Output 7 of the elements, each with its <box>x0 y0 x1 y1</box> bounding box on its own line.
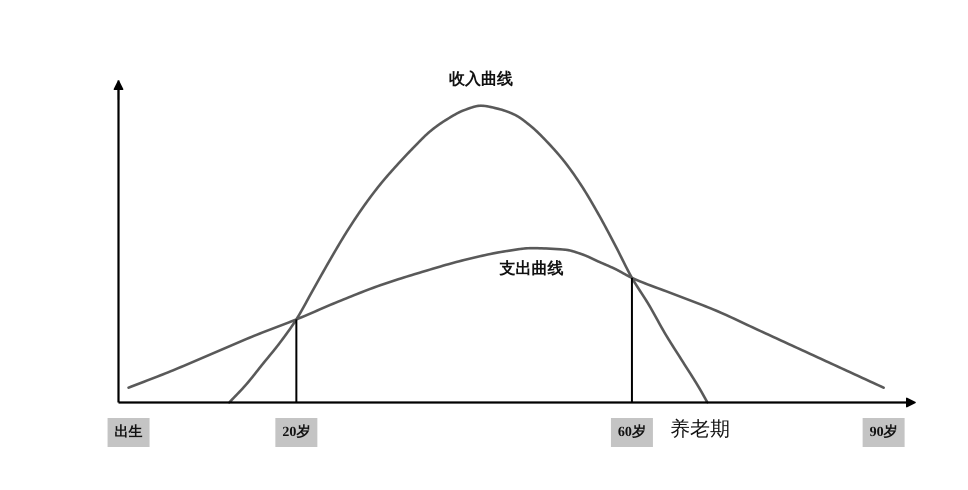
series-label: 支出曲线 <box>498 258 564 278</box>
series-label: 收入曲线 <box>448 69 513 88</box>
x-tick-label: 60岁 <box>618 424 646 440</box>
text: 养老期 <box>670 416 730 440</box>
x-tick-label: 90岁 <box>870 424 898 440</box>
x-tick-label: 出生 <box>114 424 143 440</box>
x-tick-label: 20岁 <box>282 424 310 440</box>
